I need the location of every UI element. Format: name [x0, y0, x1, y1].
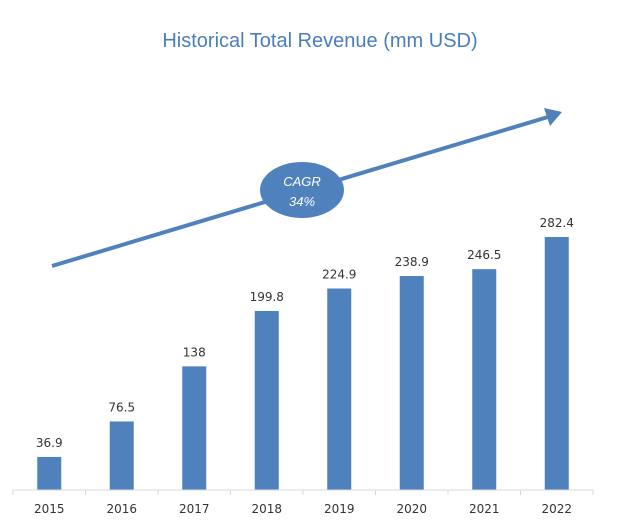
bar-2017 — [182, 366, 207, 490]
x-tick-label: 2015 — [34, 502, 65, 516]
trend-arrow-head — [544, 108, 562, 126]
bar-2022 — [544, 237, 569, 490]
x-tick-label: 2022 — [541, 502, 572, 516]
x-tick-label: 2019 — [324, 502, 355, 516]
x-tick-label: 2018 — [251, 502, 282, 516]
data-label: 282.4 — [540, 216, 574, 230]
cagr-label: CAGR — [283, 174, 321, 189]
data-label: 238.9 — [395, 255, 429, 269]
x-tick-label: 2016 — [106, 502, 137, 516]
chart-title: Historical Total Revenue (mm USD) — [162, 30, 478, 52]
data-label: 224.9 — [322, 268, 356, 282]
data-label: 138 — [183, 345, 206, 359]
cagr-value: 34% — [289, 194, 315, 209]
bar-2018 — [254, 311, 279, 490]
data-label: 76.5 — [108, 400, 135, 414]
x-tick-label: 2020 — [396, 502, 427, 516]
x-tick-label: 2021 — [469, 502, 500, 516]
data-label: 36.9 — [36, 436, 63, 450]
cagr-annotation: CAGR 34% — [51, 108, 562, 268]
bar-2020 — [399, 275, 424, 490]
bar-2021 — [472, 269, 497, 490]
data-label: 199.8 — [250, 290, 284, 304]
data-label: 246.5 — [467, 248, 501, 262]
x-tick-label: 2017 — [179, 502, 210, 516]
bar-2019 — [327, 288, 352, 490]
cagr-ellipse — [260, 162, 344, 218]
bar-2016 — [109, 421, 134, 490]
bar-2015 — [37, 456, 62, 490]
